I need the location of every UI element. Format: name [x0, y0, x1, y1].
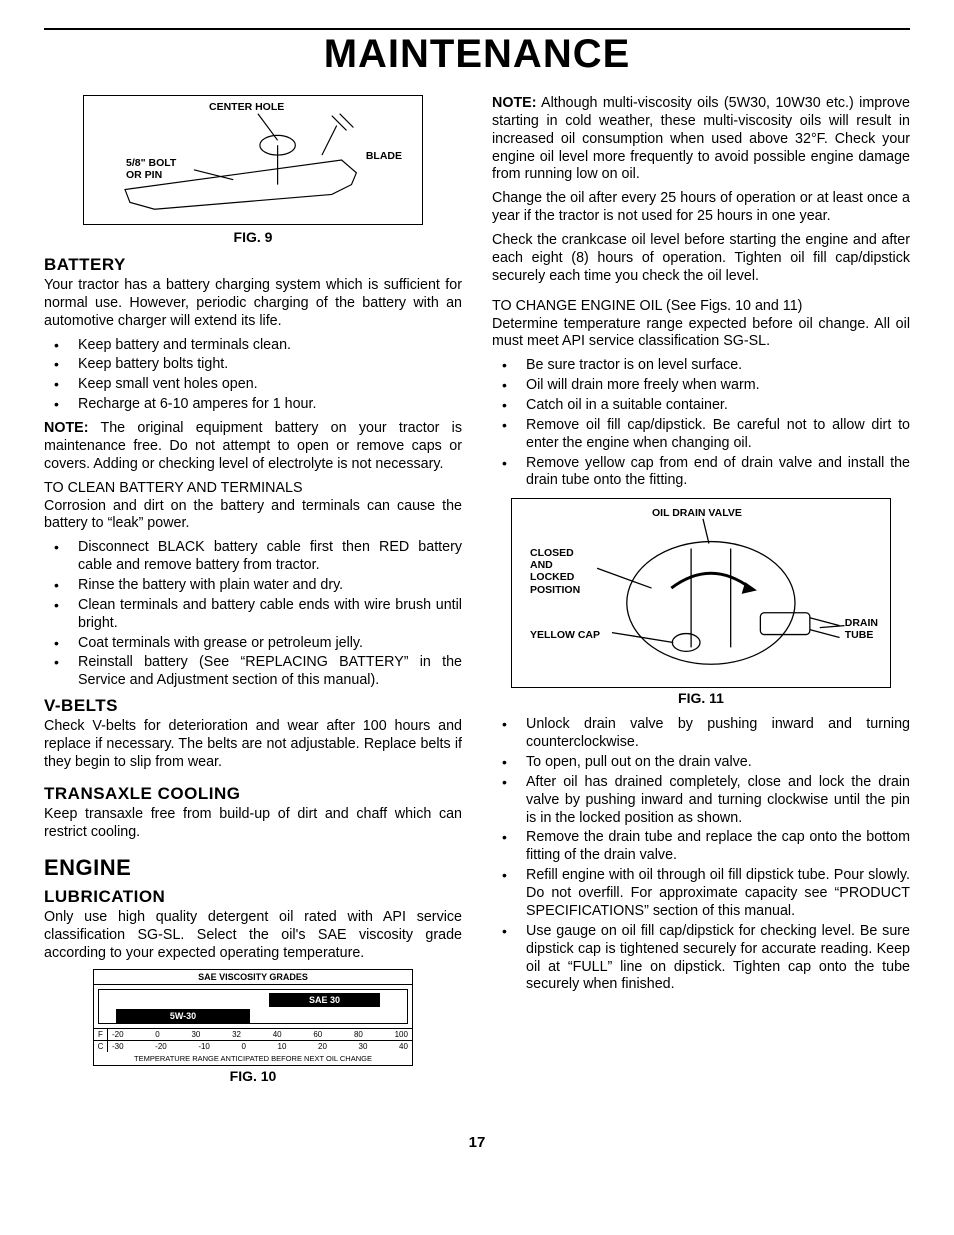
viscosity-scale-c: C -30 -20 -10 0 10 20 30 40	[94, 1041, 412, 1052]
left-column: CENTER HOLE BLADE 5/8" BOLT OR PIN FIG. …	[44, 95, 462, 1094]
change-oil-bullets-1: Be sure tractor is on level surface. Oil…	[492, 357, 910, 490]
lubrication-heading: LUBRICATION	[44, 887, 462, 907]
list-item: Recharge at 6-10 amperes for 1 hour.	[44, 396, 462, 414]
battery-intro: Your tractor has a battery charging syst…	[44, 277, 462, 331]
tick: 40	[273, 1030, 282, 1039]
change-oil-bullets-2: Unlock drain valve by pushing inward and…	[492, 716, 910, 994]
two-column-layout: CENTER HOLE BLADE 5/8" BOLT OR PIN FIG. …	[44, 95, 910, 1094]
figure-11-caption: FIG. 11	[492, 690, 910, 706]
viscosity-unit-c: C	[94, 1041, 108, 1052]
tick: 60	[313, 1030, 322, 1039]
battery-note: NOTE: The original equipment battery on …	[44, 420, 462, 474]
tick: 0	[241, 1042, 245, 1051]
list-item: Rinse the battery with plain water and d…	[44, 577, 462, 595]
change-oil-intro: Determine temperature range expected bef…	[492, 316, 910, 352]
viscosity-bar-5w30: 5W-30	[116, 1009, 250, 1023]
viscosity-f-ticks: -20 0 30 32 40 60 80 100	[108, 1029, 412, 1040]
transaxle-text: Keep transaxle free from build-up of dir…	[44, 806, 462, 842]
list-item: Catch oil in a suitable container.	[492, 397, 910, 415]
list-item: Remove oil fill cap/dipstick. Be careful…	[492, 417, 910, 453]
tick: -20	[112, 1030, 124, 1039]
viscosity-chart-title: SAE VISCOSITY GRADES	[94, 970, 412, 985]
note-text: The original equipment battery on your t…	[44, 420, 462, 472]
viscosity-bar-sae30: SAE 30	[269, 993, 380, 1007]
note-text: Although multi-viscosity oils (5W30, 10W…	[492, 95, 910, 182]
right-column: NOTE: Although multi-viscosity oils (5W3…	[492, 95, 910, 1094]
list-item: After oil has drained completely, close …	[492, 774, 910, 828]
viscosity-chart-footer: TEMPERATURE RANGE ANTICIPATED BEFORE NEX…	[94, 1052, 412, 1065]
tick: 30	[359, 1042, 368, 1051]
viscosity-c-ticks: -30 -20 -10 0 10 20 30 40	[108, 1041, 412, 1052]
lubrication-text: Only use high quality detergent oil rate…	[44, 909, 462, 963]
list-item: To open, pull out on the drain valve.	[492, 754, 910, 772]
figure-10-caption: FIG. 10	[44, 1068, 462, 1084]
figure-11-box: OIL DRAIN VALVE CLOSED AND LOCKED POSITI…	[511, 498, 891, 688]
list-item: Be sure tractor is on level surface.	[492, 357, 910, 375]
battery-clean-heading: TO CLEAN BATTERY AND TERMINALS	[44, 480, 462, 496]
note-label: NOTE:	[44, 420, 88, 436]
list-item: Keep battery bolts tight.	[44, 356, 462, 374]
tick: 40	[399, 1042, 408, 1051]
tick: 32	[232, 1030, 241, 1039]
tick: -10	[198, 1042, 210, 1051]
list-item: Disconnect BLACK battery cable first the…	[44, 539, 462, 575]
page-title: MAINTENANCE	[44, 32, 910, 77]
battery-bullets-1: Keep battery and terminals clean. Keep b…	[44, 337, 462, 414]
list-item: Remove yellow cap from end of drain valv…	[492, 455, 910, 491]
tick: 30	[191, 1030, 200, 1039]
page-number: 17	[44, 1134, 910, 1151]
right-note: NOTE: Although multi-viscosity oils (5W3…	[492, 95, 910, 184]
engine-heading: ENGINE	[44, 855, 462, 881]
battery-heading: BATTERY	[44, 255, 462, 275]
vbelts-heading: V-BELTS	[44, 696, 462, 716]
tick: 100	[395, 1030, 408, 1039]
list-item: Keep battery and terminals clean.	[44, 337, 462, 355]
list-item: Reinstall battery (See “REPLACING BATTER…	[44, 654, 462, 690]
vbelts-text: Check V-belts for deterioration and wear…	[44, 718, 462, 772]
fig9-illustration	[84, 96, 422, 224]
change-oil-heading: TO CHANGE ENGINE OIL (See Figs. 10 and 1…	[492, 298, 910, 314]
tick: 10	[278, 1042, 287, 1051]
right-p3: Check the crankcase oil level before sta…	[492, 232, 910, 286]
tick: 0	[155, 1030, 159, 1039]
transaxle-heading: TRANSAXLE COOLING	[44, 784, 462, 804]
list-item: Clean terminals and battery cable ends w…	[44, 597, 462, 633]
viscosity-chart-body: SAE 30 5W-30	[94, 985, 412, 1029]
viscosity-chart: SAE VISCOSITY GRADES SAE 30 5W-30 F -20 …	[93, 969, 413, 1066]
note-label: NOTE:	[492, 95, 536, 111]
tick: 80	[354, 1030, 363, 1039]
figure-9-box: CENTER HOLE BLADE 5/8" BOLT OR PIN	[83, 95, 423, 225]
list-item: Keep small vent holes open.	[44, 376, 462, 394]
list-item: Coat terminals with grease or petroleum …	[44, 635, 462, 653]
tick: -30	[112, 1042, 124, 1051]
figure-9-caption: FIG. 9	[44, 229, 462, 245]
viscosity-scale-f: F -20 0 30 32 40 60 80 100	[94, 1029, 412, 1041]
fig11-illustration	[512, 499, 890, 687]
viscosity-unit-f: F	[94, 1029, 108, 1040]
list-item: Unlock drain valve by pushing inward and…	[492, 716, 910, 752]
tick: 20	[318, 1042, 327, 1051]
list-item: Refill engine with oil through oil fill …	[492, 867, 910, 921]
battery-bullets-2: Disconnect BLACK battery cable first the…	[44, 539, 462, 690]
battery-clean-intro: Corrosion and dirt on the battery and te…	[44, 498, 462, 534]
list-item: Use gauge on oil fill cap/dipstick for c…	[492, 923, 910, 994]
list-item: Remove the drain tube and replace the ca…	[492, 829, 910, 865]
tick: -20	[155, 1042, 167, 1051]
right-p2: Change the oil after every 25 hours of o…	[492, 190, 910, 226]
list-item: Oil will drain more freely when warm.	[492, 377, 910, 395]
top-horizontal-rule	[44, 28, 910, 30]
